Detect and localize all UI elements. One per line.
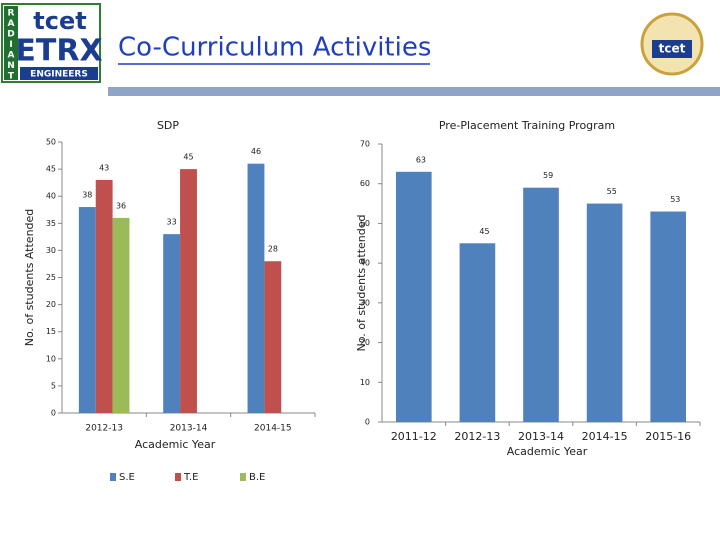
y-tick-label: 30 <box>360 298 370 307</box>
y-tick-label: 30 <box>46 246 56 255</box>
logo-tagline: ENGINEERS <box>30 70 88 80</box>
legend-swatch <box>240 473 246 481</box>
header-bar <box>108 87 720 96</box>
y-tick-label: 25 <box>46 273 56 282</box>
y-tick-label: 40 <box>46 192 56 201</box>
logo-right-band <box>652 40 692 58</box>
logo-right-text: tcet <box>659 42 686 56</box>
logo-side-letter: N <box>7 61 15 71</box>
data-label: 59 <box>543 171 553 180</box>
logo-side-letter: D <box>7 30 14 40</box>
logo-tagline-bg <box>20 67 98 80</box>
x-tick-label: 2014-15 <box>582 430 628 443</box>
y-tick-label: 15 <box>46 327 56 336</box>
x-tick-label: 2013-14 <box>170 424 208 434</box>
legend-swatch <box>110 473 116 481</box>
chart-title: Pre-Placement Training Program <box>439 119 615 132</box>
slide-title: Co-Curriculum Activities <box>118 33 431 63</box>
bar <box>95 179 113 413</box>
data-label: 36 <box>116 201 126 210</box>
y-tick-label: 0 <box>365 418 370 427</box>
y-tick-label: 35 <box>46 219 56 228</box>
bar <box>650 211 687 422</box>
bar <box>264 261 282 413</box>
y-tick-label: 20 <box>46 300 56 309</box>
y-tick-label: 50 <box>46 138 56 147</box>
x-axis-label: Academic Year <box>507 445 588 458</box>
x-tick-label: 2014-15 <box>254 424 292 434</box>
x-tick-label: 2015-16 <box>645 430 691 443</box>
y-tick-label: 10 <box>360 378 370 387</box>
legend-label: T.E <box>183 472 198 483</box>
y-tick-label: 5 <box>51 381 56 390</box>
y-tick-label: 10 <box>46 354 56 363</box>
data-label: 33 <box>167 218 177 227</box>
x-tick-label: 2012-13 <box>85 424 123 434</box>
legend-swatch <box>175 473 181 481</box>
y-tick-label: 45 <box>46 165 56 174</box>
bar <box>459 243 496 422</box>
logo-side-letter: I <box>9 40 12 50</box>
x-tick-label: 2011-12 <box>391 430 437 443</box>
logo-brand: tcet <box>33 7 86 35</box>
y-tick-label: 0 <box>51 409 56 418</box>
data-label: 38 <box>82 191 92 200</box>
y-tick-label: 20 <box>360 338 370 347</box>
data-label: 28 <box>268 245 278 254</box>
data-label: 43 <box>99 163 109 172</box>
bar <box>112 217 130 413</box>
data-label: 46 <box>251 147 261 156</box>
bar <box>247 163 265 413</box>
x-tick-label: 2013-14 <box>518 430 564 443</box>
legend-label: B.E <box>249 472 265 483</box>
data-label: 63 <box>416 155 426 164</box>
logo-side-letter: A <box>8 19 15 29</box>
y-axis-label: No. of students Attended <box>23 209 36 347</box>
bar <box>78 207 96 413</box>
bar <box>395 171 432 422</box>
logo-side-letter: T <box>8 72 15 82</box>
bar <box>180 169 197 413</box>
logo-side-letter: R <box>8 9 15 19</box>
y-axis-label: No. of students attended <box>355 215 368 352</box>
y-tick-label: 60 <box>360 179 370 188</box>
bar <box>523 187 559 422</box>
data-label: 53 <box>670 195 680 204</box>
x-axis-label: Academic Year <box>135 438 216 451</box>
y-tick-label: 40 <box>360 259 370 268</box>
y-tick-label: 50 <box>360 219 370 228</box>
x-tick-label: 2012-13 <box>454 430 500 443</box>
y-tick-label: 70 <box>360 140 370 149</box>
chart-title: SDP <box>157 119 179 132</box>
data-label: 45 <box>479 227 489 236</box>
logo-name: ETRX <box>15 34 102 69</box>
logo-side-bar <box>4 6 18 80</box>
logo-side-letter: A <box>8 51 15 61</box>
legend-label: S.E <box>119 472 135 483</box>
bar <box>163 234 181 413</box>
data-label: 45 <box>183 153 193 162</box>
data-label: 55 <box>607 187 617 196</box>
bar <box>586 203 623 422</box>
